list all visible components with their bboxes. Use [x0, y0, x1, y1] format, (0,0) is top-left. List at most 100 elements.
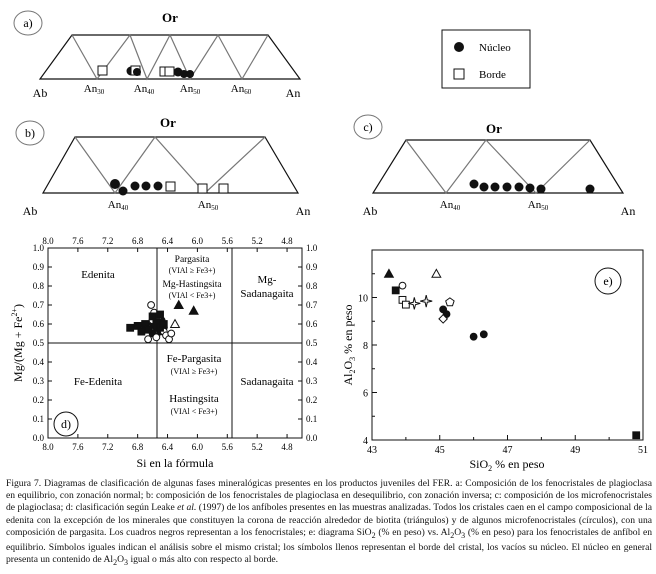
e-point-open-triangles — [431, 268, 442, 278]
d-x-tick-label-bottom: 8.0 — [42, 442, 54, 452]
d-point-filled-squares — [156, 310, 164, 319]
e-x-tick-label: 43 — [367, 445, 377, 456]
e-x-tick-label: 47 — [503, 445, 513, 456]
panel-c-nucleus-circle — [585, 184, 595, 194]
e-y-tick-label: 10 — [358, 294, 368, 305]
d-x-tick-label-bottom: 6.0 — [192, 442, 204, 452]
d-x-tick-label-top: 7.2 — [102, 236, 113, 246]
caption-text-3b: O — [454, 526, 462, 538]
panel-a-nucleus-circle — [186, 70, 194, 78]
panel-a-apex-label: Or — [162, 10, 178, 25]
d-point-filled-squares — [159, 320, 168, 328]
caption-italic: et al. — [177, 502, 197, 514]
panel-b-rim-square — [197, 183, 208, 194]
panel-a-tick-an30: An30 — [84, 83, 105, 96]
e-y-tick-label: 4 — [363, 436, 368, 447]
legend-rim-symbol — [453, 68, 465, 80]
d-y-tick-label-right: 0.4 — [306, 357, 318, 367]
panel-c-nucleus-circle — [479, 182, 489, 192]
field-mg-hastingsita: Mg-Hastingsita — [162, 280, 222, 290]
e-point-stars — [408, 297, 421, 310]
field-mg-hastingsita-cond: (VIAl < Fe3+) — [169, 291, 216, 300]
field-fe-pargasita: Fe-Pargasita — [167, 353, 222, 365]
caption-sub: 2 — [450, 530, 455, 540]
panel-e-xlabel: SiO2 % en peso — [469, 457, 544, 473]
panel-a-label-oval — [13, 10, 43, 36]
e-x-tick-label: 51 — [638, 445, 648, 456]
e-point-open-circles — [398, 281, 407, 290]
panel-a-rim-square — [97, 65, 108, 76]
panel-c-diagram-outline — [371, 139, 625, 194]
e-point-open-pentagons — [445, 297, 455, 307]
d-y-tick-label-left: 0.7 — [33, 300, 45, 310]
panel-c-nucleus-circle — [502, 182, 512, 192]
d-point-open-circles — [167, 329, 176, 338]
panel-a-left-end: Ab — [33, 86, 48, 100]
e-point-filled-circles — [479, 330, 488, 339]
panel-b-diagram-outline — [41, 136, 300, 194]
e-point-filled-triangles — [383, 268, 395, 278]
d-y-tick-label-right: 0.7 — [306, 300, 318, 310]
d-y-tick-label-right: 0.1 — [306, 414, 317, 424]
panel-b-nucleus-circle — [118, 186, 128, 196]
panel-e-label-circle — [594, 267, 622, 295]
panel-b-tick-an40: An40 — [108, 199, 129, 212]
panel-c-label-oval — [353, 114, 383, 140]
panel-b-nucleus-circle — [141, 181, 151, 191]
panel-b-nucleus-circle — [153, 181, 163, 191]
d-y-tick-label-right: 0.3 — [306, 376, 318, 386]
d-y-tick-label-right: 0.6 — [306, 319, 318, 329]
e-y-tick-label: 8 — [363, 341, 368, 352]
d-y-tick-label-left: 0.9 — [33, 262, 45, 272]
caption-sub: 2 — [113, 558, 118, 568]
panel-a-tick-an40: An40 — [134, 83, 155, 96]
panel-c-apex-label: Or — [486, 121, 502, 136]
e-point-open-diamonds — [438, 313, 449, 324]
panel-d-label-circle — [53, 411, 79, 437]
panel-a-zigzag — [71, 33, 269, 81]
panel-c-label: c) — [363, 120, 372, 134]
e-x-tick-label: 45 — [435, 445, 445, 456]
panel-d-xlabel: Si en la fórmula — [137, 456, 215, 470]
panel-e: 43 45 47 49 51 4 6 8 10 e) SiO2 % en peso Al2O3 … — [341, 249, 648, 473]
d-point-open-circles — [144, 335, 153, 344]
panel-c-nucleus-circle — [490, 182, 500, 192]
d-point-filled-squares — [126, 323, 135, 332]
d-y-tick-label-right: 0.8 — [306, 281, 318, 291]
d-x-tick-label-bottom: 7.6 — [72, 442, 84, 452]
panel-c-zigzag — [405, 139, 591, 194]
panel-a-tick-an60: An60 — [231, 83, 252, 96]
caption-text-1: Figura 7. Diagramas de clasificación de … — [6, 478, 652, 514]
panel-b-tick-an50: An50 — [198, 199, 219, 212]
d-y-tick-label-left: 0.6 — [33, 319, 45, 329]
caption-sub: 2 — [371, 530, 376, 540]
caption-text-2: (1997) de los anfíboles presentes en las… — [6, 502, 653, 538]
caption-sub: 3 — [461, 530, 466, 540]
panel-c-nucleus-circle — [469, 179, 479, 189]
e-point-filled-squares — [632, 431, 641, 440]
panel-c: c) Or Ab An An40 An50 — [353, 114, 635, 218]
d-y-tick-label-left: 0.1 — [33, 414, 44, 424]
panel-a-rim-square — [164, 66, 175, 77]
panel-d-data-points — [126, 299, 199, 344]
panel-e-axes: 43 45 47 49 51 4 6 8 10 — [358, 273, 648, 456]
panel-b-label: b) — [25, 126, 35, 140]
panel-b-nucleus-circle — [130, 181, 140, 191]
legend-nucleus-symbol — [454, 42, 464, 52]
panel-d-label: d) — [61, 417, 71, 431]
d-y-tick-label-left: 0.8 — [33, 281, 45, 291]
panel-a-label: a) — [23, 16, 32, 30]
d-point-filled-triangles — [173, 299, 184, 310]
figure-canvas: a) Or Ab An An30 An40 An50 An60 Núcleo B… — [10, 10, 648, 473]
e-point-open-squares — [401, 300, 410, 309]
field-fe-edenita: Fe-Edenita — [74, 376, 122, 388]
panel-a: a) Or Ab An An30 An40 An50 An60 Núcleo B… — [13, 10, 531, 100]
d-x-tick-label-top: 8.0 — [42, 236, 54, 246]
panel-e-ylabel: Al2O3 % en peso — [341, 305, 357, 386]
d-x-tick-label-top: 4.8 — [281, 236, 293, 246]
panel-d: 8.0 8.0 7.6 7.6 7.2 7.2 6.8 6.8 6.4 6.4 6.0 6.0 5.6 5… — [10, 236, 318, 470]
panel-a-tick-an50: An50 — [180, 83, 201, 96]
panel-b-rim-square — [218, 183, 229, 194]
caption-text-5: igual o más alto con respecto al borde. — [128, 554, 279, 566]
d-x-tick-label-bottom: 6.4 — [162, 442, 174, 452]
